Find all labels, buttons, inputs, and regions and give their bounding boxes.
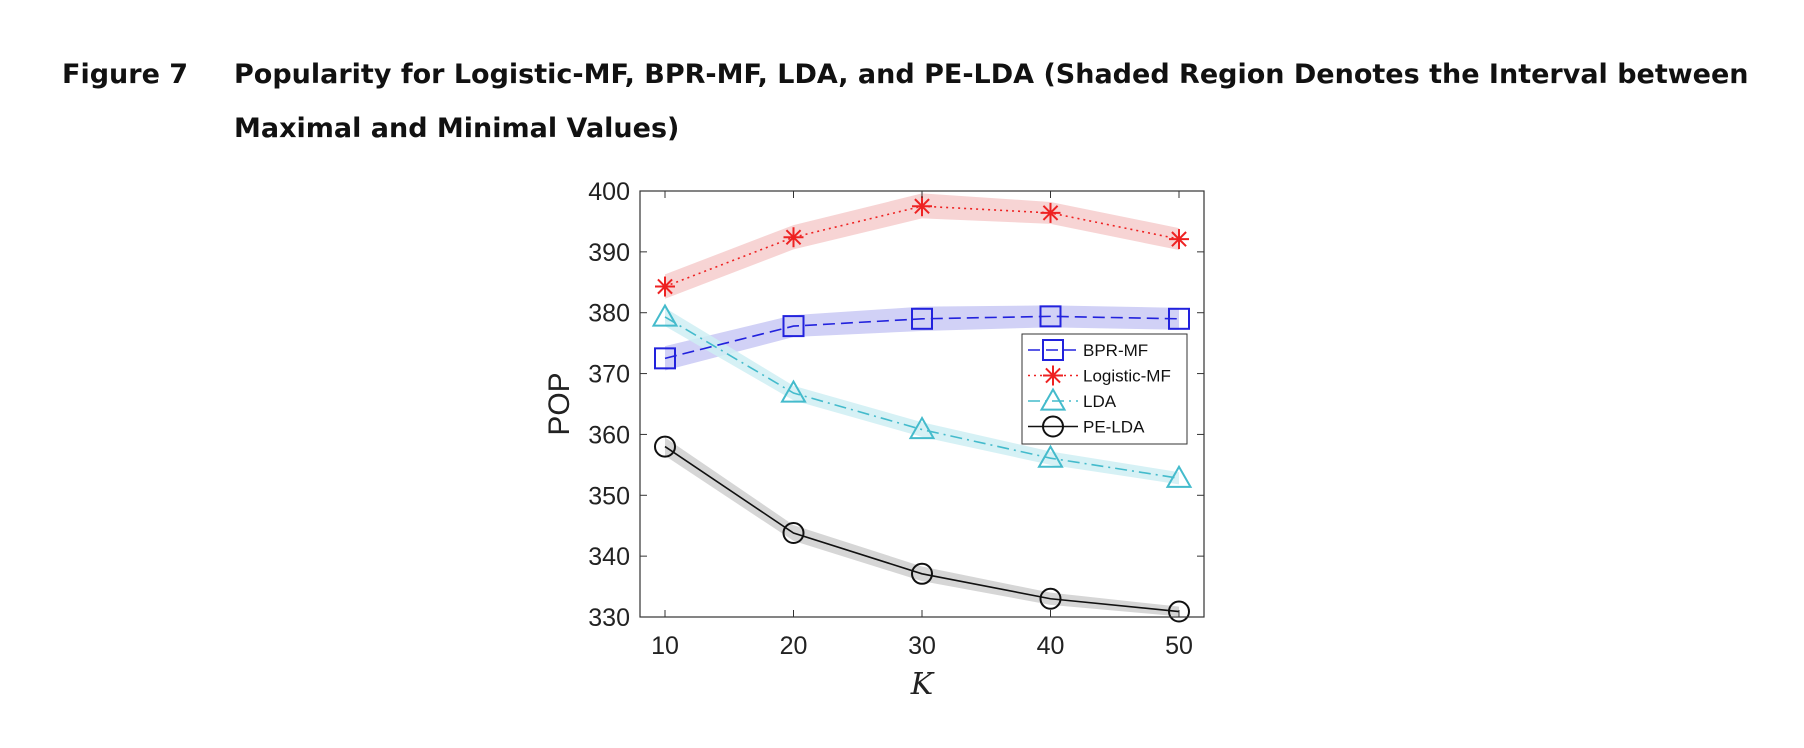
point-lda-40 (1037, 444, 1064, 468)
point-logistic-mf-50 (1169, 229, 1189, 250)
legend-label-lda: LDA (1083, 392, 1117, 411)
band-pe-lda (665, 437, 1179, 617)
y-tick-label-400: 400 (588, 178, 630, 206)
point-logistic-mf-30 (912, 196, 932, 217)
point-lda-10 (651, 303, 679, 327)
x-tick-label-30: 30 (908, 632, 936, 660)
point-bpr-mf-20 (782, 315, 805, 338)
x-axis-ticks: 10 20 30 40 50 (651, 191, 1193, 660)
band-lda (665, 307, 1179, 485)
figure-label: Figure 7 (62, 59, 189, 90)
legend-label-logistic-mf: Logistic-MF (1083, 367, 1171, 386)
x-tick-label-40: 40 (1037, 632, 1065, 660)
legend-marker-logistic-mf (1043, 365, 1063, 386)
series-lines (664, 205, 1180, 613)
legend-label-bpr-mf: BPR-MF (1083, 341, 1148, 360)
y-axis-ticks: 330 340 350 360 370 380 390 400 (588, 178, 1204, 632)
point-pe-lda-10 (654, 435, 676, 458)
legend-label-pe-lda: PE-LDA (1083, 418, 1145, 437)
x-tick-label-20: 20 (780, 632, 808, 660)
y-tick-label-350: 350 (588, 482, 630, 510)
point-bpr-mf-10 (654, 347, 676, 370)
y-tick-label-330: 330 (588, 604, 630, 632)
line-lda (664, 316, 1180, 480)
y-tick-label-390: 390 (588, 239, 630, 267)
point-logistic-mf-10 (655, 276, 675, 297)
legend: BPR-MF Logistic-MF LDA PE-LDA (1021, 333, 1188, 445)
line-logistic-mf (664, 205, 1180, 288)
y-axis-label: POP (543, 372, 576, 435)
point-bpr-mf-50 (1168, 307, 1190, 330)
band-bpr-mf (665, 305, 1179, 371)
y-tick-label-370: 370 (588, 361, 630, 389)
y-tick-label-360: 360 (588, 421, 630, 449)
line-pe-lda (664, 445, 1180, 613)
point-pe-lda-20 (782, 522, 805, 545)
legend-marker-lda (1039, 387, 1067, 411)
point-lda-50 (1165, 464, 1193, 488)
point-lda-30 (908, 416, 936, 440)
y-tick-label-380: 380 (588, 300, 630, 328)
series-markers (651, 196, 1193, 623)
x-tick-label-50: 50 (1165, 632, 1193, 660)
point-bpr-mf-30 (911, 307, 933, 330)
y-tick-label-340: 340 (588, 543, 630, 571)
point-pe-lda-40 (1039, 587, 1062, 610)
point-logistic-mf-40 (1040, 202, 1061, 223)
x-tick-label-10: 10 (651, 632, 679, 660)
point-lda-20 (780, 379, 807, 403)
point-pe-lda-30 (911, 562, 933, 585)
line-bpr-mf (664, 315, 1180, 360)
legend-box (1021, 333, 1188, 445)
point-bpr-mf-40 (1039, 305, 1062, 328)
x-axis-label: K (910, 667, 935, 702)
legend-marker-pe-lda (1042, 415, 1064, 438)
point-pe-lda-50 (1168, 600, 1190, 623)
point-logistic-mf-20 (783, 227, 804, 248)
figure-title: Popularity for Logistic-MF, BPR-MF, LDA,… (234, 59, 1749, 144)
legend-marker-bpr-mf (1042, 339, 1064, 361)
